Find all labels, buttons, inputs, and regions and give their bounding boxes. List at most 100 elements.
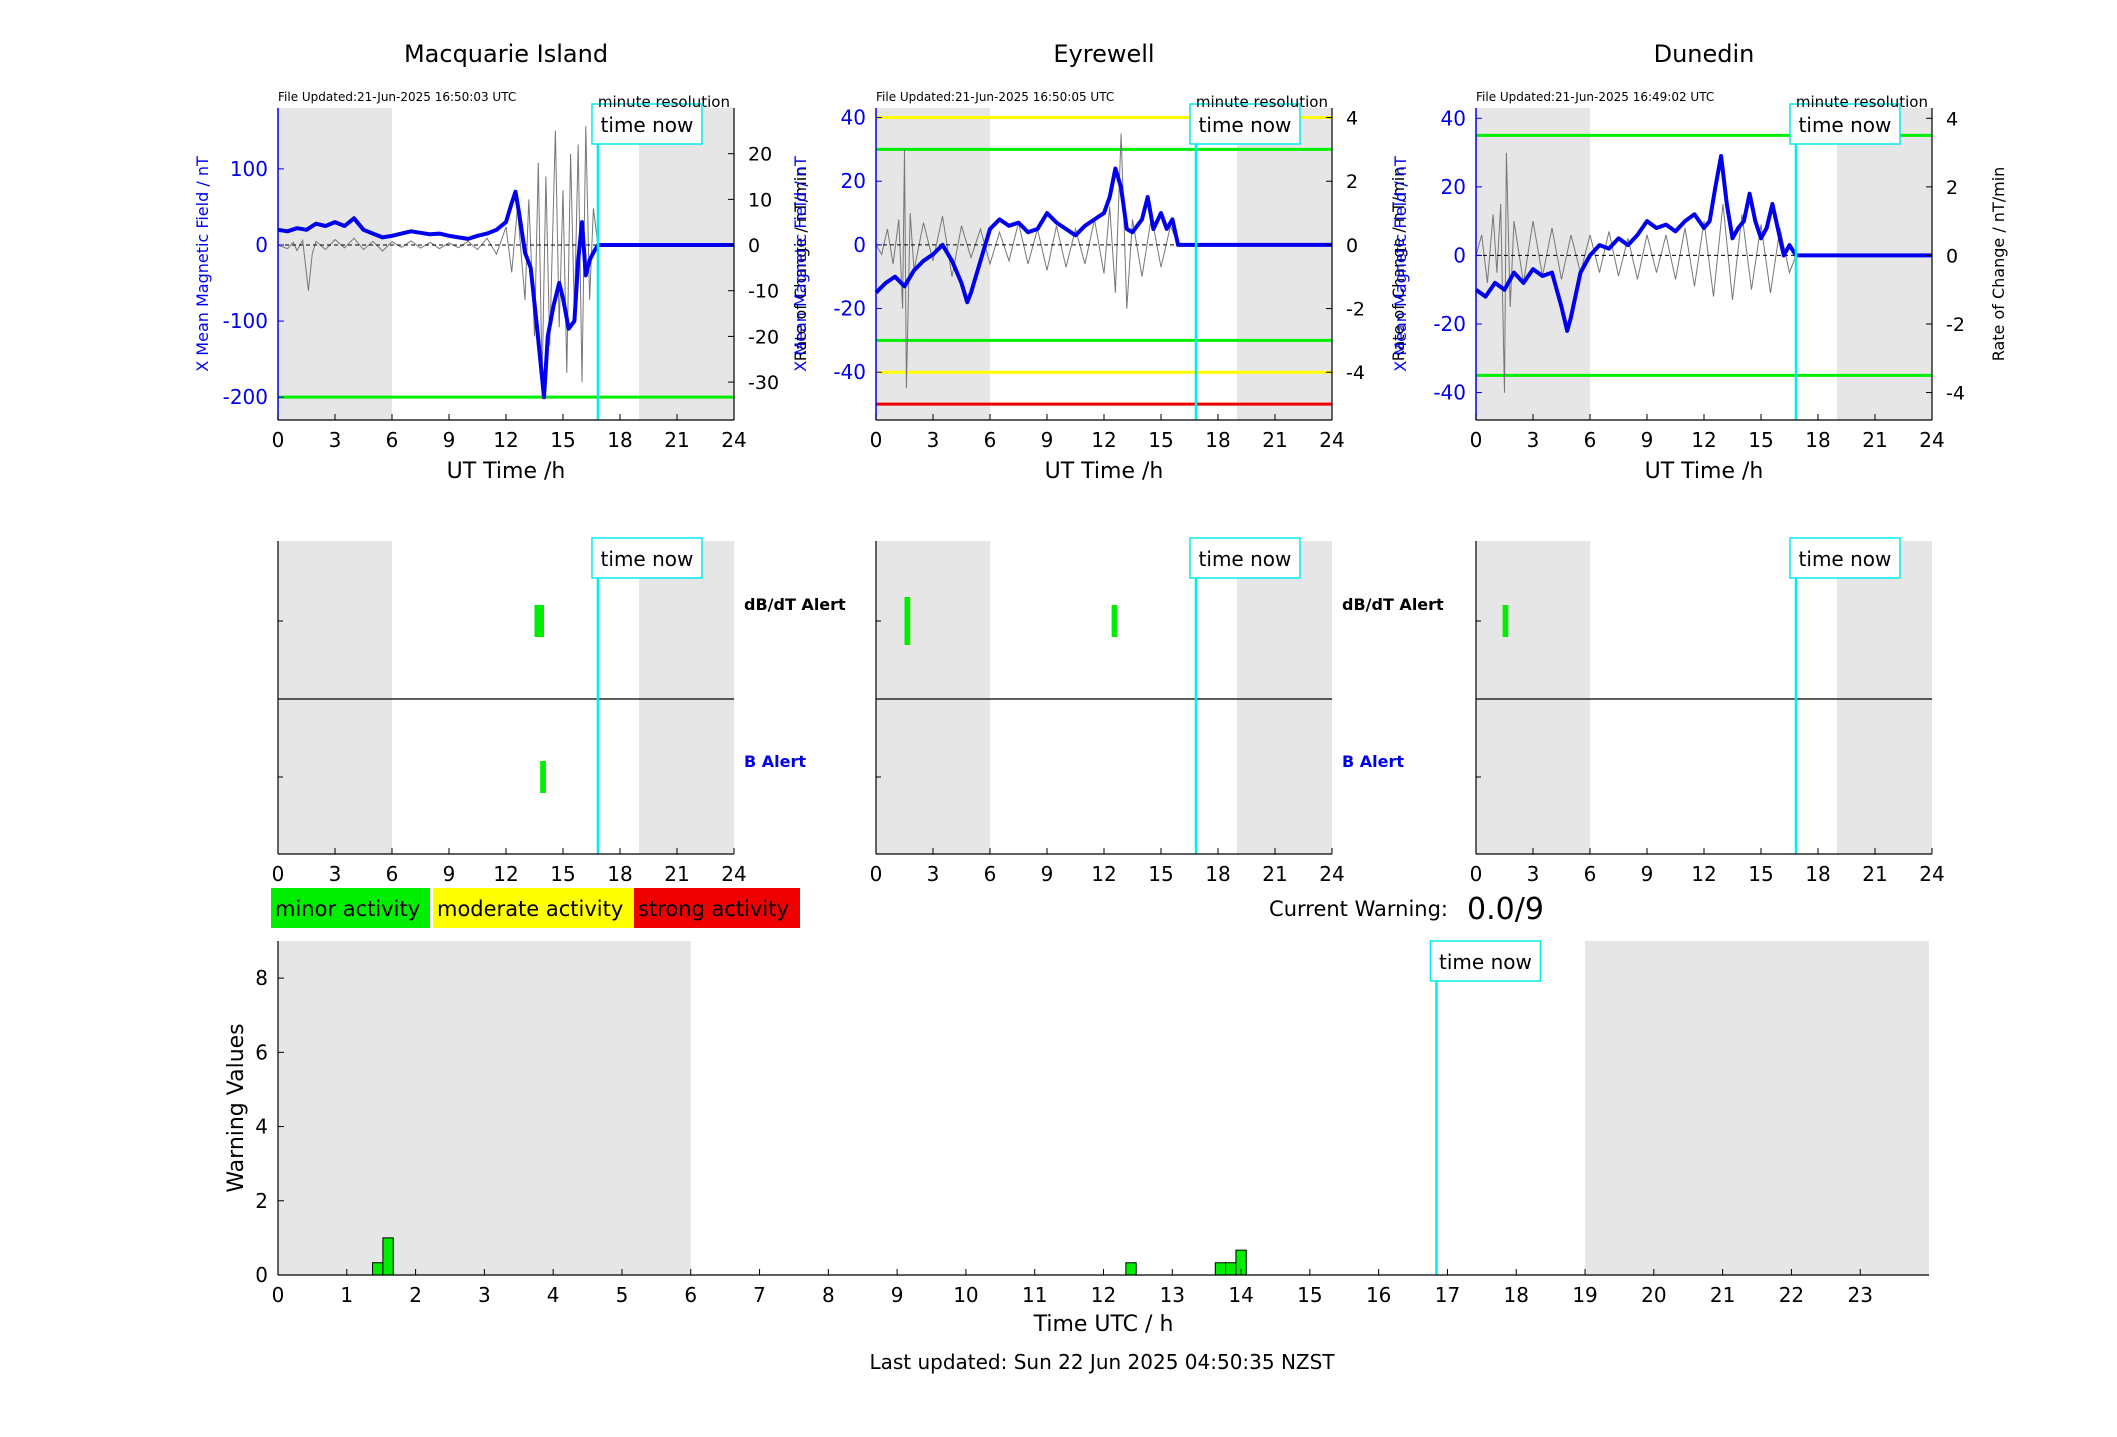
y-tick-label: 4: [255, 1115, 268, 1139]
station-title: Eyrewell: [1053, 40, 1154, 68]
x-tick-label: 21: [1262, 862, 1287, 886]
x-tick-label: 21: [664, 862, 689, 886]
time-now-box: [591, 103, 703, 145]
x-tick-label: 3: [927, 862, 940, 886]
x-tick-label: 9: [891, 1283, 904, 1307]
time-now-box: [1189, 537, 1301, 579]
time-now-label: time now: [1799, 547, 1892, 571]
time-now-box: [1429, 940, 1542, 982]
x-tick-label: 18: [1805, 428, 1830, 452]
station-title: Macquarie Island: [404, 40, 608, 68]
y-tick-label: 6: [255, 1040, 268, 1064]
warning-bar: [382, 1237, 394, 1276]
x-tick-label: 18: [1205, 428, 1230, 452]
x-tick-label: 12: [1091, 1283, 1116, 1307]
x-tick-label: 20: [1641, 1283, 1666, 1307]
night-shade: [278, 541, 392, 854]
time-now-label: time now: [1199, 547, 1292, 571]
x-tick-label: 0: [272, 862, 285, 886]
x-tick-label: 3: [927, 428, 940, 452]
x-tick-label: 15: [1148, 862, 1173, 886]
dbdt-alert-mark-minor: [534, 605, 544, 637]
x-tick-label: 24: [1919, 862, 1944, 886]
time-now-label: time now: [1799, 113, 1892, 137]
right-y-tick-label: 0: [1346, 235, 1358, 257]
night-shade: [1476, 541, 1590, 854]
night-shade: [1837, 108, 1932, 420]
warning-bar: [1125, 1262, 1137, 1276]
right-y-tick-label: 4: [1346, 108, 1358, 130]
x-tick-label: 0: [1470, 428, 1483, 452]
legend-text-minor: minor activity: [275, 897, 420, 921]
left-y-tick-label: -40: [833, 360, 866, 384]
x-tick-label: 12: [493, 428, 518, 452]
minute-resolution-label: minute resolution: [598, 93, 730, 111]
y-tick-label: 0: [255, 1263, 268, 1287]
x-tick-label: 24: [721, 862, 746, 886]
night-shade: [1837, 541, 1932, 854]
x-tick-label: 14: [1228, 1283, 1253, 1307]
left-y-tick-label: -40: [1433, 381, 1466, 405]
night-shade: [1237, 541, 1332, 854]
left-y-tick-label: -100: [223, 309, 268, 333]
warning-bar: [1225, 1262, 1237, 1276]
minute-resolution-label: minute resolution: [1796, 93, 1928, 111]
right-axis-label: Rate of Change / nT/min: [1389, 167, 1408, 362]
time-now-label: time now: [1439, 950, 1532, 974]
x-tick-label: 23: [1847, 1283, 1872, 1307]
dbdt-alert-mark-minor: [1502, 605, 1509, 637]
x-tick-label: 21: [664, 428, 689, 452]
x-tick-label: 2: [409, 1283, 422, 1307]
left-y-tick-label: 20: [1441, 175, 1466, 199]
station-panel-1: Eyrewell time now minute resolution File Up…: [791, 40, 1444, 886]
x-tick-label: 21: [1710, 1283, 1735, 1307]
x-tick-label: 18: [607, 428, 632, 452]
x-tick-label: 0: [272, 428, 285, 452]
x-tick-label: 15: [550, 862, 575, 886]
night-shade: [1476, 108, 1590, 420]
left-y-tick-label: -20: [833, 297, 866, 321]
right-y-tick-label: -30: [748, 372, 779, 394]
last-updated-text: Last updated: Sun 22 Jun 2025 04:50:35 N…: [869, 1350, 1335, 1374]
night-shade: [1237, 108, 1332, 420]
night-shade: [876, 108, 990, 420]
time-now-label: time now: [601, 113, 694, 137]
x-tick-label: 21: [1262, 428, 1287, 452]
x-tick-label: 3: [478, 1283, 491, 1307]
dbdt-alert-label: dB/dT Alert: [1342, 595, 1444, 614]
x-tick-label: 17: [1435, 1283, 1460, 1307]
right-y-tick-label: 2: [1946, 177, 1958, 199]
file-updated-label: File Updated:21-Jun-2025 16:50:03 UTC: [278, 90, 516, 104]
x-tick-label: 3: [329, 428, 342, 452]
magnetic-field-chart: time now minute resolution File Updated:21…: [791, 90, 1408, 484]
left-y-tick-label: -20: [1433, 312, 1466, 336]
right-y-tick-label: -4: [1946, 383, 1965, 405]
station-panel-2: Dunedin time now minute resolution File Upd…: [1391, 40, 2008, 886]
x-tick-label: 15: [1748, 428, 1773, 452]
x-tick-label: 9: [1641, 428, 1654, 452]
time-now-box: [1189, 103, 1301, 145]
x-tick-label: 15: [1748, 862, 1773, 886]
night-shade: [1585, 941, 1929, 1275]
time-now-label: time now: [1199, 113, 1292, 137]
x-tick-label: 6: [984, 428, 997, 452]
y-tick-label: 2: [255, 1189, 268, 1213]
night-shade: [278, 941, 691, 1275]
x-tick-label: 6: [1584, 428, 1597, 452]
minute-resolution-label: minute resolution: [1196, 93, 1328, 111]
x-axis-label: UT Time /h: [1045, 459, 1164, 484]
x-tick-label: 15: [1297, 1283, 1322, 1307]
x-tick-label: 4: [547, 1283, 560, 1307]
x-tick-label: 3: [1527, 862, 1540, 886]
x-tick-label: 7: [753, 1283, 766, 1307]
x-tick-label: 12: [1691, 862, 1716, 886]
alert-chart: time now 0 3 6 9 12 15 18 21 24 dB/dT Alert B Alert: [870, 537, 1444, 886]
right-y-tick-label: -2: [1346, 299, 1365, 321]
station-panel-0: Macquarie Island time now minute resolutio…: [193, 40, 846, 886]
left-axis-label: X Mean Magnetic Field / nT: [1391, 156, 1410, 372]
x-tick-label: 11: [1022, 1283, 1047, 1307]
x-tick-label: 13: [1160, 1283, 1185, 1307]
x-tick-label: 22: [1779, 1283, 1804, 1307]
magnetic-field-chart: time now minute resolution File Updated:21…: [1391, 90, 2008, 484]
x-tick-label: 12: [1691, 428, 1716, 452]
